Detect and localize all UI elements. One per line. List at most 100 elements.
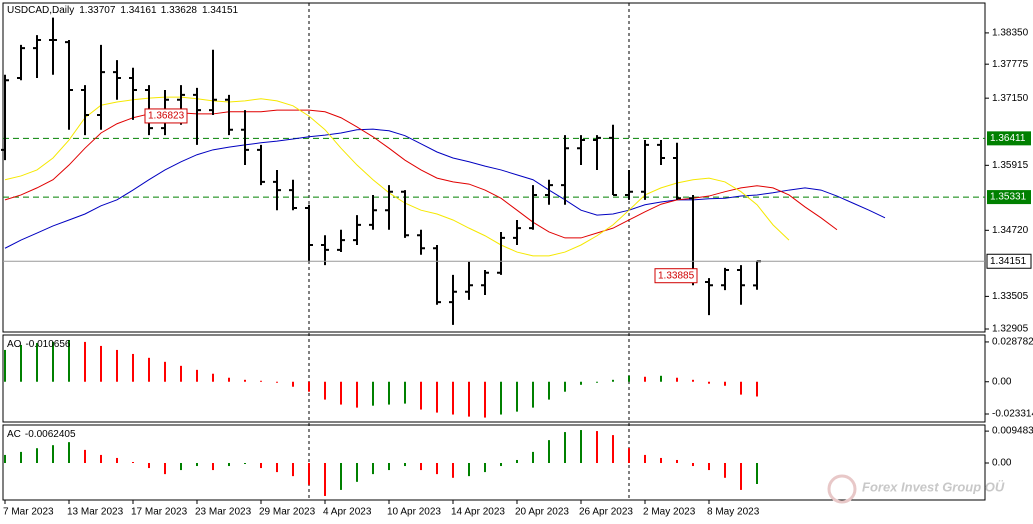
histogram-bar	[244, 379, 246, 382]
histogram-bar	[676, 377, 678, 382]
indicator-header: AC -0.0062405	[7, 429, 76, 440]
histogram-bar	[500, 463, 502, 467]
chart-header: USDCAD,Daily 1.33707 1.34161 1.33628 1.34151	[7, 5, 239, 16]
histogram-bar	[692, 379, 694, 382]
indicator-value: -0.010656	[25, 339, 70, 350]
ohlc-bar	[353, 215, 361, 245]
histogram-bar	[260, 380, 262, 382]
ohlc-bar	[113, 60, 121, 100]
histogram-bar	[724, 381, 726, 386]
histogram-bar	[756, 463, 758, 484]
current-price-box	[986, 253, 1032, 269]
histogram-bar	[484, 463, 486, 473]
histogram-bar	[324, 463, 326, 496]
histogram-bar	[468, 381, 470, 417]
level-label: 1.35331	[990, 192, 1027, 203]
watermark-logo	[827, 474, 857, 504]
x-tick-label: 26 Apr 2023	[579, 507, 633, 518]
ohlc-bar	[17, 44, 25, 81]
ohlc-bar	[305, 204, 313, 262]
ohlc-bar	[129, 67, 137, 120]
y-tick-label: 1.33505	[992, 291, 1029, 302]
level-label: 1.36411	[990, 133, 1026, 144]
histogram-bar	[452, 381, 454, 415]
ohlc-bar	[33, 35, 41, 79]
histogram-bar	[548, 440, 550, 464]
histogram-bar	[740, 463, 742, 490]
histogram-bar	[84, 341, 86, 382]
histogram-bar	[628, 375, 630, 382]
indicator-header: AO -0.010656	[7, 339, 71, 350]
ohlc-bar	[81, 85, 89, 136]
ohlc-bar	[737, 265, 745, 305]
histogram-bar	[532, 381, 534, 408]
histogram-bar	[756, 381, 758, 397]
annotation-box	[654, 268, 698, 284]
ohlc-bar	[433, 244, 441, 305]
x-tick-label: 7 Mar 2023	[3, 507, 54, 518]
ohlc-bar	[49, 17, 57, 75]
x-tick-label: 13 Mar 2023	[67, 507, 124, 518]
ohlc-bar	[241, 110, 249, 166]
indicator-value: -0.0062405	[25, 429, 76, 440]
ohlc-bar	[625, 169, 633, 200]
histogram-bar	[468, 463, 470, 477]
indicator-line	[4, 109, 838, 239]
histogram-bar	[516, 381, 518, 412]
y-tick-label: 1.34720	[992, 225, 1029, 236]
histogram-bar	[212, 463, 214, 471]
histogram-bar	[148, 463, 150, 469]
histogram-bar	[708, 463, 710, 471]
histogram-bar	[644, 454, 646, 464]
histogram-bar	[116, 349, 118, 382]
price-panel	[2, 2, 986, 333]
histogram-bar	[180, 365, 182, 382]
histogram-bar	[420, 381, 422, 410]
histogram-bar	[596, 431, 598, 464]
histogram-bar	[484, 381, 486, 418]
histogram-bar	[420, 463, 422, 471]
histogram-bar	[68, 442, 70, 464]
ohlc-bar	[369, 194, 377, 230]
y-tick-label: 0.0094836	[992, 426, 1033, 437]
x-tick-label: 17 Mar 2023	[131, 507, 188, 518]
ohlc-bar	[465, 261, 473, 300]
histogram-bar	[516, 459, 518, 464]
histogram-bar	[308, 381, 310, 392]
ohlc-bar	[497, 231, 505, 275]
y-tick-label: 1.38350	[992, 28, 1029, 39]
y-tick-label: 0.00	[992, 458, 1012, 469]
histogram-bar	[20, 451, 22, 464]
histogram-bar	[36, 343, 38, 382]
ohlc-bar	[561, 135, 569, 205]
histogram-bar	[612, 379, 614, 382]
histogram-bar	[228, 377, 230, 382]
histogram-bar	[84, 449, 86, 464]
ohlc-bar	[609, 124, 617, 196]
histogram-bar	[164, 361, 166, 382]
histogram-bar	[276, 463, 278, 473]
histogram-bar	[436, 463, 438, 475]
histogram-bar	[180, 463, 182, 471]
histogram-bar	[676, 459, 678, 464]
histogram-bar	[548, 381, 550, 400]
histogram-bar	[116, 457, 118, 464]
ohlc-bar	[721, 267, 729, 291]
histogram-bar	[564, 381, 566, 392]
histogram-bar	[644, 376, 646, 382]
histogram-bar	[212, 373, 214, 382]
histogram-bar	[660, 457, 662, 464]
ohlc-bar	[641, 140, 649, 200]
header-value: 1.33628	[161, 5, 198, 16]
histogram-bar	[372, 381, 374, 406]
histogram-bar	[452, 463, 454, 478]
x-tick-label: 20 Apr 2023	[515, 507, 569, 518]
ohlc-bar	[593, 135, 601, 170]
histogram-bar	[36, 448, 38, 464]
histogram-bar	[404, 463, 406, 467]
ohlc-bar	[529, 185, 537, 230]
ohlc-bar	[257, 144, 265, 186]
histogram-bar	[372, 463, 374, 475]
